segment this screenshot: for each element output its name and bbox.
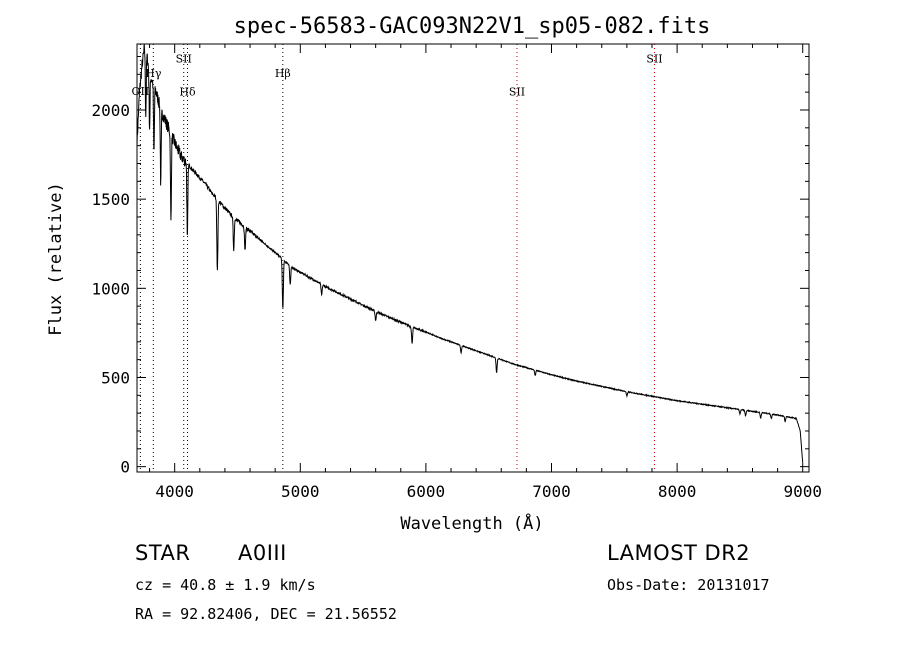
axes: 4000 5000 6000 7000 8000 9000 0 500 1000 1500 2000 (91, 44, 822, 501)
survey-name: LAMOST DR2 (607, 541, 751, 565)
x-axis-label: Wavelength (Å) (400, 512, 543, 534)
spectrum-line (137, 44, 804, 463)
y-axis-label: Flux (relative) (46, 182, 66, 336)
chart-title: spec-56583-GAC093N22V1_sp05-082.fits (234, 14, 711, 39)
x-tick-label: 7000 (532, 482, 571, 501)
x-tick-label: 8000 (658, 482, 697, 501)
line-marker-label: OII (132, 85, 150, 98)
line-marker-label: Hβ (275, 67, 291, 80)
x-tick-label: 6000 (407, 482, 446, 501)
redshift-cz: cz = 40.8 ± 1.9 km/s (135, 576, 316, 594)
plot-frame (136, 43, 810, 473)
x-tick-label: 9000 (783, 482, 822, 501)
x-tick-label: 5000 (281, 482, 320, 501)
y-tick-label: 2000 (91, 101, 130, 120)
spectrum-series (137, 44, 804, 463)
line-marker-label: SII (176, 53, 192, 66)
emission-line-markers: OII Hγ SII Hδ Hβ SII SII (132, 44, 663, 472)
line-marker-label: SII (509, 86, 525, 99)
line-marker-label: SII (646, 53, 662, 66)
object-subclass: A0III (238, 541, 287, 565)
x-tick-label: 4000 (155, 482, 194, 501)
object-class: STAR (135, 541, 191, 565)
y-tick-label: 500 (101, 368, 130, 387)
y-tick-label: 1500 (91, 190, 130, 209)
line-marker-label: Hγ (145, 67, 162, 80)
observation-date: Obs-Date: 20131017 (607, 576, 770, 594)
y-tick-label: 0 (120, 458, 130, 477)
ra-dec: RA = 92.82406, DEC = 21.56552 (135, 605, 397, 623)
line-marker-label: Hδ (179, 86, 196, 99)
y-tick-label: 1000 (91, 279, 130, 298)
